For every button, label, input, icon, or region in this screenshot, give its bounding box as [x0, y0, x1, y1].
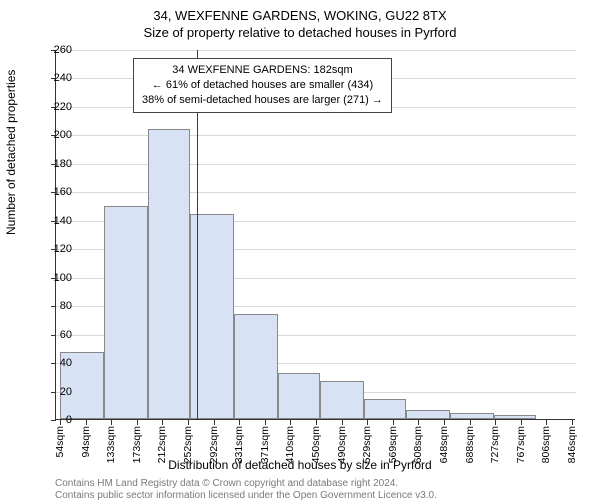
x-tick	[188, 420, 189, 425]
histogram-bar	[320, 381, 364, 419]
gridline	[56, 50, 576, 51]
title-line-2: Size of property relative to detached ho…	[0, 23, 600, 40]
x-tick	[86, 420, 87, 425]
histogram-bar	[364, 399, 406, 419]
x-tick	[470, 420, 471, 425]
x-tick-label: 94sqm	[80, 426, 92, 458]
histogram-bar	[234, 314, 278, 419]
histogram-bar	[406, 410, 450, 419]
y-tick-label: 260	[42, 44, 72, 56]
x-tick	[367, 420, 368, 425]
y-tick-label: 0	[42, 414, 72, 426]
plot-wrap: 54sqm94sqm133sqm173sqm212sqm252sqm292sqm…	[55, 50, 575, 420]
annotation-line-3: 38% of semi-detached houses are larger (…	[142, 93, 383, 108]
x-tick	[162, 420, 163, 425]
y-tick-label: 60	[42, 329, 72, 341]
x-tick	[316, 420, 317, 425]
x-tick-label: 54sqm	[54, 426, 66, 458]
y-axis-label: Number of detached properties	[4, 70, 18, 235]
y-tick-label: 100	[42, 272, 72, 284]
x-tick	[546, 420, 547, 425]
histogram-bar	[494, 415, 536, 419]
x-tick	[393, 420, 394, 425]
y-tick-label: 120	[42, 243, 72, 255]
histogram-bar	[450, 413, 494, 419]
x-tick	[572, 420, 573, 425]
histogram-bar	[148, 129, 190, 419]
histogram-bar	[104, 206, 148, 419]
footer-line-1: Contains HM Land Registry data © Crown c…	[55, 478, 437, 490]
x-tick	[239, 420, 240, 425]
x-tick	[521, 420, 522, 425]
y-tick-label: 160	[42, 186, 72, 198]
annotation-line-2: ← 61% of detached houses are smaller (43…	[142, 78, 383, 93]
title-line-1: 34, WEXFENNE GARDENS, WOKING, GU22 8TX	[0, 0, 600, 23]
y-tick-label: 180	[42, 158, 72, 170]
x-tick	[418, 420, 419, 425]
gridline	[56, 164, 576, 165]
y-tick-label: 40	[42, 357, 72, 369]
x-axis-label: Distribution of detached houses by size …	[0, 458, 600, 472]
gridline	[56, 192, 576, 193]
histogram-bar	[278, 373, 320, 419]
annotation-line-1: 34 WEXFENNE GARDENS: 182sqm	[142, 63, 383, 78]
annotation-box: 34 WEXFENNE GARDENS: 182sqm ← 61% of det…	[133, 58, 392, 113]
y-tick-label: 220	[42, 101, 72, 113]
footer: Contains HM Land Registry data © Crown c…	[55, 478, 437, 502]
x-tick	[495, 420, 496, 425]
footer-line-2: Contains public sector information licen…	[55, 490, 437, 502]
y-tick-label: 20	[42, 386, 72, 398]
x-tick	[214, 420, 215, 425]
y-tick-label: 240	[42, 72, 72, 84]
x-tick	[111, 420, 112, 425]
y-tick-label: 200	[42, 129, 72, 141]
x-tick	[342, 420, 343, 425]
x-tick	[290, 420, 291, 425]
x-tick	[137, 420, 138, 425]
y-tick-label: 80	[42, 300, 72, 312]
gridline	[56, 135, 576, 136]
x-tick	[265, 420, 266, 425]
x-tick	[444, 420, 445, 425]
y-tick-label: 140	[42, 215, 72, 227]
